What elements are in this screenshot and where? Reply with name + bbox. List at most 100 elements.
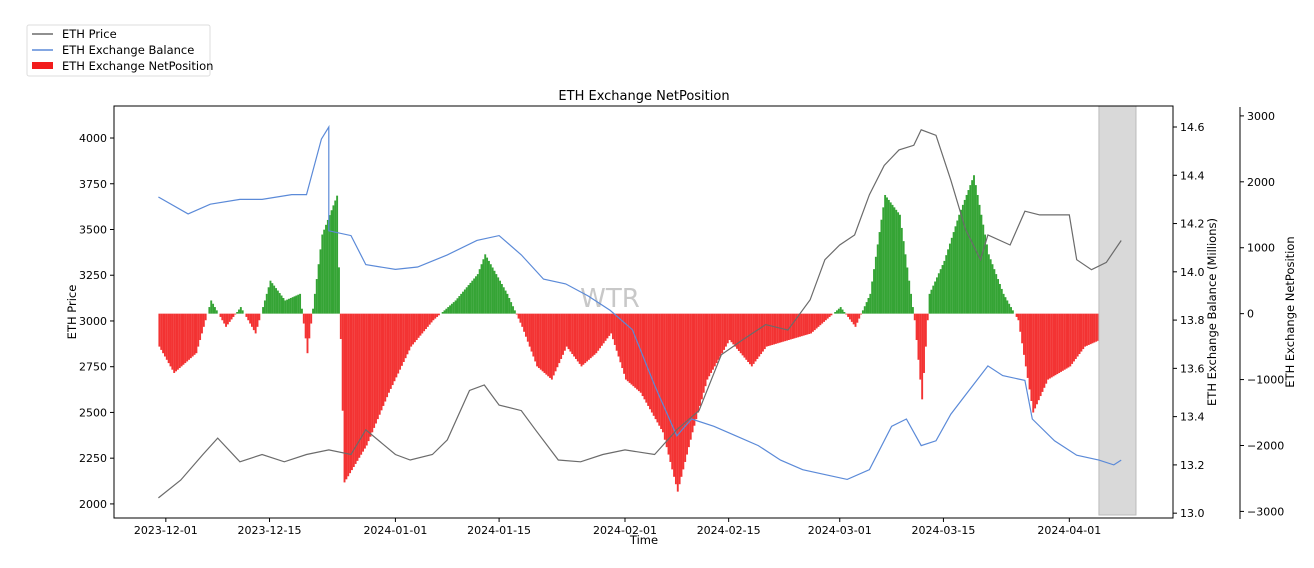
netposition-bar (313, 293, 316, 314)
netposition-bar (238, 309, 240, 314)
netposition-bar (1097, 313, 1099, 341)
netposition-bar (193, 313, 196, 355)
netposition-bar (180, 313, 183, 367)
netposition-bar (995, 274, 998, 314)
netposition-bar (308, 313, 311, 339)
netposition-bar (189, 313, 192, 359)
netposition-bar (245, 313, 248, 317)
netposition-bar (262, 307, 265, 314)
netposition-bar (293, 296, 296, 314)
netposition-bar (900, 227, 903, 314)
netposition-bar (302, 313, 305, 324)
netposition-bar (513, 310, 516, 314)
netposition-bar (932, 285, 935, 314)
netposition-bar (545, 313, 548, 375)
netposition-bar (1006, 300, 1009, 314)
netposition-bar (845, 313, 848, 315)
netposition-bar (632, 313, 635, 387)
netposition-bar (565, 313, 568, 347)
netposition-bar (338, 267, 340, 314)
netposition-bar (208, 307, 211, 314)
netposition-bar (676, 313, 679, 492)
netposition-bar (1071, 313, 1074, 364)
netposition-bar (239, 307, 242, 314)
balance-tick-label: 14.0 (1180, 266, 1205, 279)
netposition-bar (254, 313, 257, 334)
netposition-bar (271, 283, 274, 314)
netposition-bar (204, 313, 207, 321)
netposition-bar (1039, 313, 1042, 397)
netposition-bar (782, 313, 785, 342)
netposition-tick-label: −3000 (1247, 505, 1284, 518)
netposition-bar (824, 313, 827, 321)
netposition-bar (869, 293, 872, 314)
netposition-bar (810, 313, 813, 334)
netposition-bar (574, 313, 577, 359)
netposition-bar (469, 282, 472, 314)
netposition-bar (504, 290, 507, 314)
netposition-bar (700, 313, 703, 400)
netposition-bar (893, 207, 896, 314)
netposition-bar (343, 313, 346, 483)
netposition-bar (956, 220, 959, 314)
netposition-bar (1063, 313, 1066, 370)
netposition-bar (750, 313, 753, 367)
netposition-bar (275, 288, 277, 314)
netposition-bar (202, 313, 205, 327)
netposition-bar (763, 313, 766, 350)
netposition-bar (1030, 313, 1033, 401)
netposition-bar (410, 313, 413, 347)
legend-price: ETH Price (62, 27, 117, 41)
netposition-bar (637, 313, 640, 392)
netposition-bar (530, 313, 533, 352)
netposition-bar (510, 302, 513, 314)
netposition-bar (741, 313, 744, 356)
netposition-bar (1048, 313, 1051, 379)
netposition-bar (943, 260, 946, 314)
netposition-bar (628, 313, 631, 383)
netposition-bar (1032, 313, 1035, 413)
netposition-bar (882, 207, 885, 314)
netposition-bar (400, 313, 403, 366)
x-tick-label: 2024-01-15 (467, 524, 531, 537)
netposition-bar (665, 313, 668, 448)
netposition-bar (760, 313, 763, 355)
netposition-bar (225, 313, 227, 327)
netposition-bar (600, 313, 603, 346)
netposition-bar (182, 313, 185, 365)
netposition-bar (608, 313, 611, 336)
chart-title: ETH Exchange NetPosition (558, 89, 729, 104)
netposition-bar (430, 313, 433, 323)
netposition-bar (617, 313, 620, 357)
netposition-bar (910, 293, 913, 314)
netposition-bar (895, 209, 898, 314)
netposition-bar (674, 313, 677, 485)
netposition-bar (519, 313, 522, 323)
netposition-bar (391, 313, 394, 386)
netposition-bar (286, 299, 289, 314)
netposition-bar (952, 232, 955, 314)
netposition-bar (512, 306, 514, 314)
netposition-bar (902, 241, 905, 314)
netposition-bar (371, 313, 374, 433)
netposition-bar (773, 313, 775, 345)
netposition-bar (369, 313, 372, 437)
legend-balance: ETH Exchange Balance (62, 43, 194, 57)
netposition-bar (175, 313, 177, 372)
netposition-bar (684, 313, 687, 462)
legend-netposition: ETH Exchange NetPosition (62, 59, 213, 73)
netposition-bar (450, 303, 453, 314)
netposition-bar (841, 309, 844, 314)
netposition-bar (619, 313, 622, 363)
netposition-bar (539, 313, 542, 370)
netposition-bar (471, 280, 474, 314)
netposition-bar (1043, 313, 1046, 388)
netposition-bar (493, 270, 496, 314)
netposition-bar (547, 313, 550, 377)
netposition-bar (1065, 313, 1068, 369)
netposition-bar (834, 312, 837, 314)
netposition-bar (347, 313, 350, 477)
netposition-bar (506, 293, 509, 314)
netposition-bar (480, 264, 483, 314)
netposition-bar (986, 244, 988, 314)
